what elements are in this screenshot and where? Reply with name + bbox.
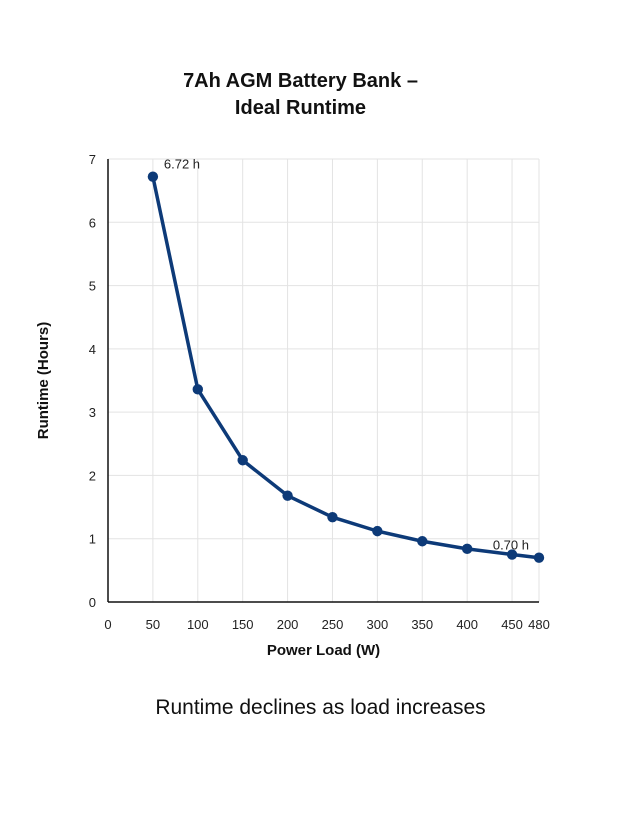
x-tick-label: 480 xyxy=(528,617,550,632)
y-tick-labels: 0 1 2 3 4 5 6 7 xyxy=(89,152,96,610)
y-axis-label: Runtime (Hours) xyxy=(35,322,52,440)
chart-title: 7Ah AGM Battery Bank – Ideal Runtime xyxy=(0,68,601,122)
x-tick-label: 250 xyxy=(322,617,344,632)
y-tick-label: 3 xyxy=(89,405,96,420)
data-point xyxy=(147,171,159,182)
x-tick-label: 300 xyxy=(367,617,389,632)
data-label: 6.72 h xyxy=(164,157,200,172)
x-tick-label: 50 xyxy=(146,617,160,632)
y-tick-label: 0 xyxy=(89,595,96,610)
chart-title-line-1: 7Ah AGM Battery Bank – xyxy=(183,70,418,92)
y-tick-label: 5 xyxy=(89,279,96,294)
y-tick-label: 6 xyxy=(89,215,96,230)
y-tick-label: 4 xyxy=(89,342,96,357)
x-tick-label: 150 xyxy=(232,617,254,632)
data-point xyxy=(192,384,203,395)
x-tick-label: 400 xyxy=(456,617,478,632)
x-axis-label: Power Load (W) xyxy=(267,642,380,659)
data-point xyxy=(506,549,518,560)
x-tick-label: 200 xyxy=(277,617,299,632)
x-tick-label: 450 xyxy=(501,617,523,632)
data-points xyxy=(147,171,545,563)
data-point xyxy=(461,543,473,555)
x-tick-label: 0 xyxy=(104,617,111,632)
axes xyxy=(107,159,539,603)
x-tick-label: 350 xyxy=(411,617,433,632)
data-point xyxy=(327,511,338,523)
x-tick-label: 100 xyxy=(187,617,209,632)
data-point xyxy=(372,525,383,537)
x-tick-labels: 0 50 100 150 200 250 300 350 400 450 480 xyxy=(104,617,549,632)
y-tick-label: 2 xyxy=(89,468,96,483)
chart-caption: Runtime declines as load increases xyxy=(155,696,486,719)
series-line xyxy=(151,174,541,560)
data-point xyxy=(533,552,545,563)
grid-lines xyxy=(108,158,540,602)
chart-title-line-2: Ideal Runtime xyxy=(234,97,367,119)
data-label: 0.70 h xyxy=(493,538,529,553)
runtime-line-chart: 0 50 100 150 200 250 300 350 400 450 480 01234567 … xyxy=(35,152,550,659)
data-point xyxy=(417,536,428,547)
data-point xyxy=(237,455,248,466)
y-tick-label: 7 xyxy=(89,152,96,167)
data-labels: 6.72 h 0.70 h xyxy=(164,157,529,553)
data-point xyxy=(282,490,293,501)
y-tick-label: 1 xyxy=(89,532,96,547)
